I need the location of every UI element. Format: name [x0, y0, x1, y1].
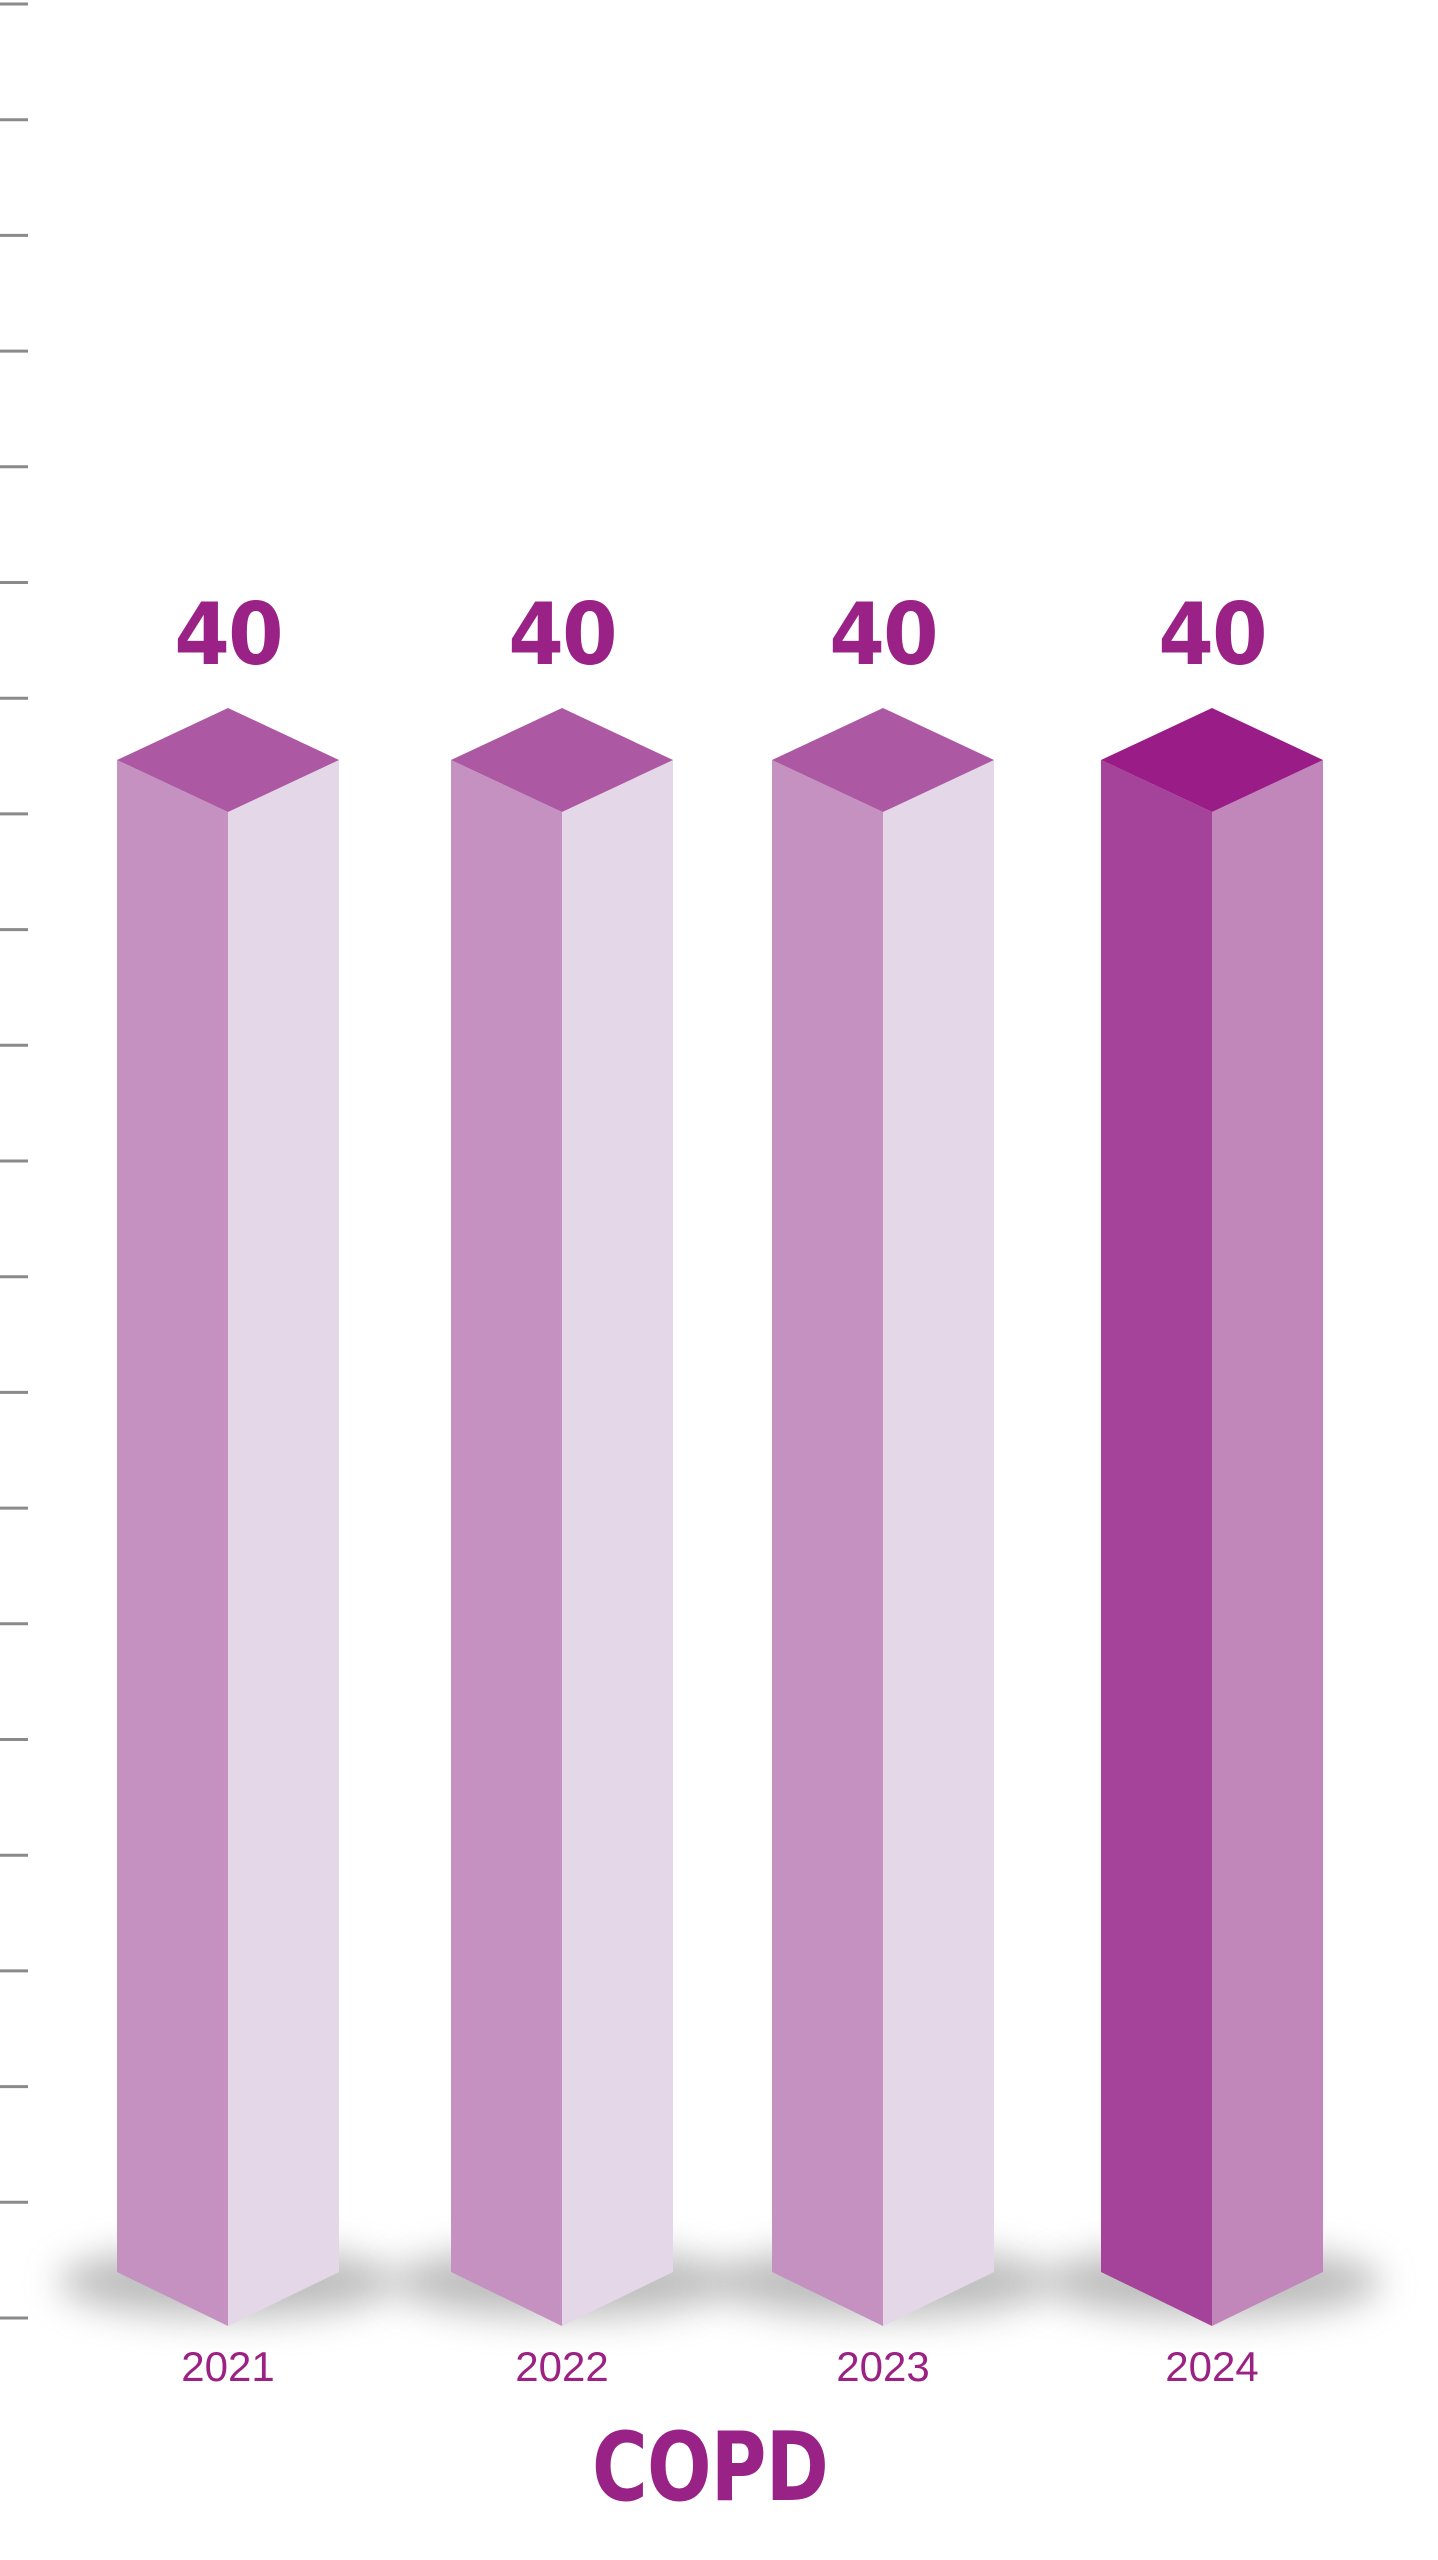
category-label: 2021 [181, 2343, 275, 2390]
value-label: 40 [508, 585, 617, 685]
bar-right-face[interactable] [883, 760, 994, 2326]
bar-left-face[interactable] [451, 760, 562, 2326]
chart-title: COPD [592, 2413, 829, 2523]
bar-left-face[interactable] [1101, 760, 1212, 2326]
bar-left-face[interactable] [117, 760, 228, 2326]
bar-2022[interactable] [451, 708, 673, 2326]
category-label: 2024 [1165, 2343, 1259, 2390]
category-label: 2023 [836, 2343, 930, 2390]
bar-2024-highlighted[interactable] [1101, 708, 1323, 2326]
bar-left-face[interactable] [772, 760, 883, 2326]
bar-right-face[interactable] [562, 760, 673, 2326]
bar-2021[interactable] [117, 708, 339, 2326]
bar-top-face[interactable] [117, 708, 339, 812]
category-label: 2022 [515, 2343, 609, 2390]
value-label: 40 [829, 585, 938, 685]
value-label: 40 [1158, 585, 1267, 685]
bar-top-face[interactable] [772, 708, 994, 812]
bar-right-face[interactable] [1212, 760, 1323, 2326]
value-label: 40 [174, 585, 283, 685]
bar-2023[interactable] [772, 708, 994, 2326]
bar-top-face[interactable] [451, 708, 673, 812]
bar-right-face[interactable] [228, 760, 339, 2326]
y-axis-ticks [0, 2, 28, 2320]
bar-top-face[interactable] [1101, 708, 1323, 812]
